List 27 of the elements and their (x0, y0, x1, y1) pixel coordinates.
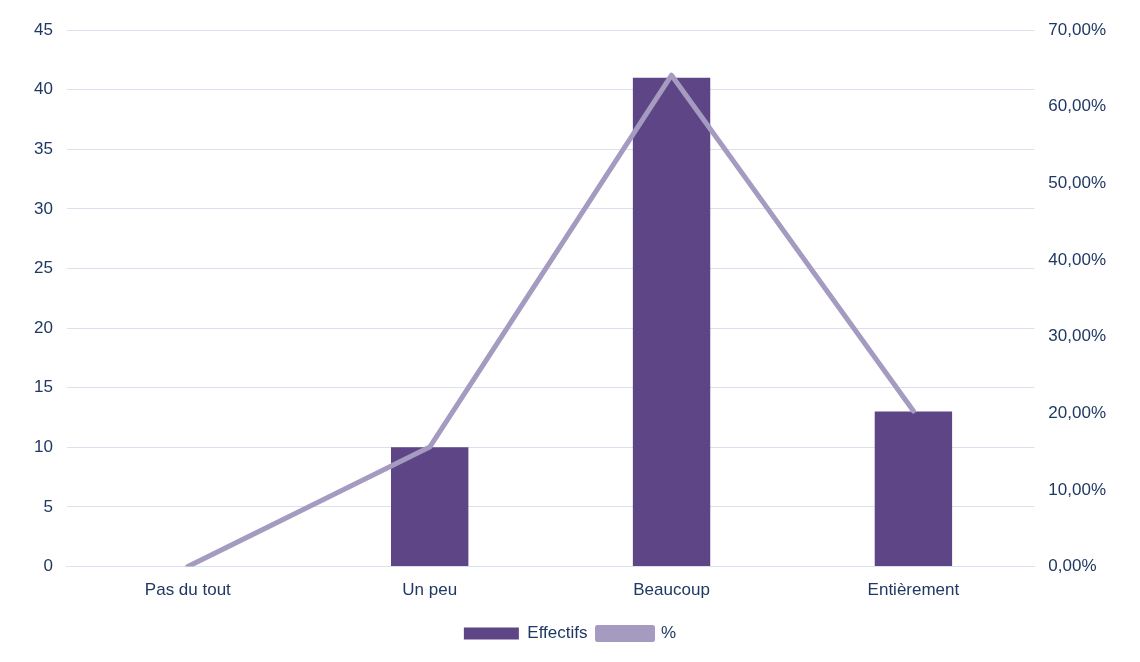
y-tick-label: 15 (33, 377, 53, 397)
y-tick-label: 0 (43, 556, 53, 576)
y2-tick-label: 30,00% (1048, 326, 1107, 346)
y-tick-label: 30 (33, 198, 53, 218)
legend-label: % (661, 623, 677, 643)
y-tick-label: 25 (33, 258, 53, 278)
bar (874, 411, 953, 567)
y-tick-label: 40 (33, 79, 53, 99)
y2-tick-label: 40,00% (1048, 249, 1107, 269)
y2-tick-label: 60,00% (1048, 96, 1107, 116)
y-tick-label: 45 (33, 19, 53, 39)
y-tick-label: 10 (33, 437, 53, 457)
y2-tick-label: 50,00% (1048, 173, 1107, 192)
bar (391, 447, 469, 567)
x-tick-label: Beaucoup (633, 580, 710, 600)
x-tick-label: Pas du tout (144, 580, 232, 600)
bar (632, 77, 711, 567)
y2-tick-label: 10,00% (1048, 479, 1107, 499)
y2-tick-label: 0,00% (1048, 556, 1097, 576)
x-tick-label: Un peu (402, 580, 458, 600)
x-tick-label: Entièrement (867, 580, 960, 600)
y2-tick-label: 20,00% (1048, 402, 1107, 422)
y-tick-label: 20 (33, 317, 53, 337)
y-tick-label: 5 (43, 496, 53, 516)
legend-label: Effectifs (527, 623, 588, 643)
y2-tick-label: 70,00% (1048, 19, 1107, 39)
y-tick-label: 35 (33, 138, 53, 158)
